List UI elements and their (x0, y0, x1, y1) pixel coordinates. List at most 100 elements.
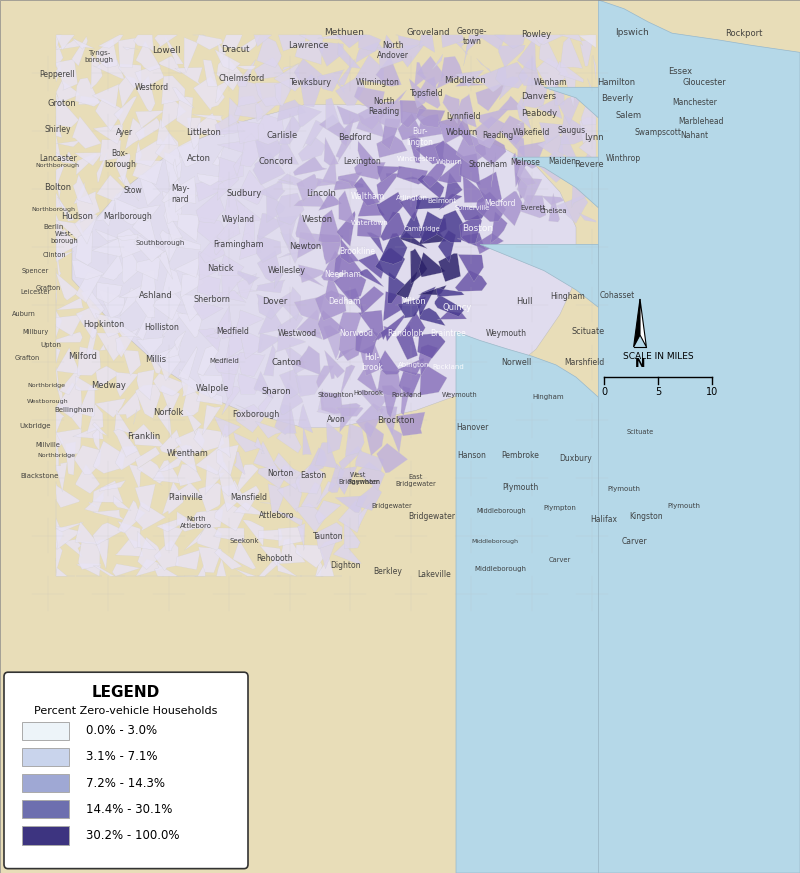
Text: Gloucester: Gloucester (682, 79, 726, 87)
Polygon shape (175, 238, 201, 250)
Polygon shape (296, 375, 326, 396)
Polygon shape (560, 115, 587, 145)
Polygon shape (135, 447, 160, 468)
Polygon shape (72, 116, 102, 148)
Polygon shape (213, 145, 225, 166)
Polygon shape (238, 170, 266, 204)
Polygon shape (575, 154, 596, 175)
Polygon shape (255, 422, 283, 438)
Polygon shape (181, 295, 203, 321)
Polygon shape (572, 175, 587, 208)
Polygon shape (56, 522, 83, 532)
Polygon shape (419, 308, 446, 326)
Polygon shape (73, 426, 103, 439)
Polygon shape (320, 539, 337, 569)
Polygon shape (466, 35, 487, 52)
Polygon shape (538, 134, 564, 162)
Polygon shape (388, 272, 405, 304)
Text: Medfield: Medfield (209, 359, 239, 364)
Polygon shape (456, 133, 486, 165)
Text: 5: 5 (655, 387, 661, 396)
Polygon shape (96, 193, 118, 226)
Polygon shape (277, 482, 302, 512)
Text: Wilmington: Wilmington (356, 79, 399, 87)
Polygon shape (320, 234, 343, 265)
Polygon shape (162, 100, 186, 128)
Polygon shape (315, 291, 346, 320)
Polygon shape (454, 42, 468, 54)
Polygon shape (56, 314, 83, 336)
Polygon shape (355, 328, 378, 356)
Polygon shape (298, 265, 325, 283)
Text: Weymouth: Weymouth (442, 392, 478, 397)
Text: Nahant: Nahant (680, 131, 709, 140)
Polygon shape (337, 347, 355, 360)
Text: Leicester: Leicester (20, 290, 50, 295)
Polygon shape (196, 35, 222, 50)
Polygon shape (257, 294, 284, 320)
Polygon shape (416, 109, 445, 127)
Text: Taunton: Taunton (313, 533, 343, 541)
Polygon shape (198, 251, 226, 280)
Polygon shape (344, 520, 360, 548)
Text: Millbury: Millbury (22, 329, 48, 334)
Polygon shape (72, 38, 94, 49)
Polygon shape (298, 270, 324, 286)
Polygon shape (75, 376, 98, 391)
Polygon shape (358, 501, 371, 528)
Polygon shape (166, 337, 182, 359)
Polygon shape (457, 206, 488, 221)
Polygon shape (504, 135, 525, 158)
Text: Winthrop: Winthrop (606, 155, 641, 163)
Polygon shape (194, 509, 223, 529)
Polygon shape (549, 193, 560, 222)
Polygon shape (579, 213, 596, 222)
Polygon shape (336, 407, 363, 416)
Polygon shape (56, 347, 79, 374)
Polygon shape (477, 65, 506, 92)
Polygon shape (458, 233, 486, 250)
Polygon shape (197, 389, 222, 405)
Polygon shape (135, 502, 166, 531)
Polygon shape (56, 463, 67, 491)
Polygon shape (133, 161, 163, 184)
Polygon shape (75, 272, 102, 303)
Polygon shape (234, 452, 245, 474)
Polygon shape (114, 496, 131, 511)
Polygon shape (233, 485, 259, 512)
Polygon shape (340, 403, 361, 432)
Text: Topsfield: Topsfield (410, 89, 444, 98)
Text: Clinton: Clinton (42, 252, 66, 258)
Polygon shape (356, 485, 382, 511)
Polygon shape (58, 152, 72, 160)
Polygon shape (160, 230, 182, 262)
Polygon shape (274, 404, 296, 435)
Polygon shape (174, 479, 206, 499)
Polygon shape (361, 344, 383, 375)
FancyBboxPatch shape (4, 672, 248, 869)
Polygon shape (114, 427, 138, 457)
Polygon shape (91, 55, 102, 89)
Polygon shape (278, 287, 301, 320)
Polygon shape (115, 446, 143, 471)
Text: Hudson: Hudson (61, 212, 93, 221)
Polygon shape (218, 462, 238, 496)
Polygon shape (318, 35, 343, 39)
Polygon shape (56, 153, 78, 164)
Polygon shape (238, 271, 259, 285)
Polygon shape (258, 181, 285, 200)
Polygon shape (522, 77, 547, 108)
Polygon shape (396, 325, 418, 360)
Polygon shape (338, 190, 355, 224)
Polygon shape (377, 173, 399, 201)
Text: Westwood: Westwood (278, 329, 317, 338)
Polygon shape (193, 35, 206, 36)
Text: SCALE IN MILES: SCALE IN MILES (622, 353, 694, 361)
Polygon shape (316, 366, 334, 388)
Text: Bolton: Bolton (44, 183, 71, 192)
Text: Bellingham: Bellingham (54, 408, 94, 413)
Polygon shape (214, 231, 234, 255)
Polygon shape (274, 64, 300, 92)
Text: Shirley: Shirley (44, 125, 71, 134)
Text: May-
nard: May- nard (170, 184, 190, 203)
